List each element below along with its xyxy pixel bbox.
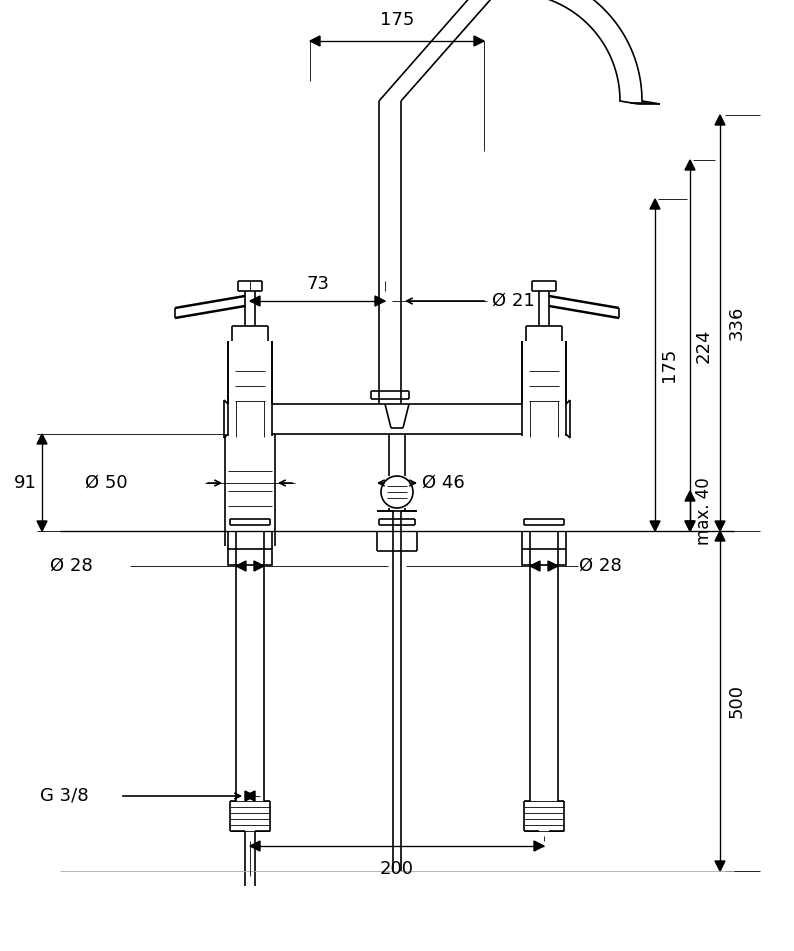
Text: 175: 175 [660, 348, 678, 382]
Polygon shape [474, 36, 484, 46]
Polygon shape [310, 36, 320, 46]
Polygon shape [685, 521, 695, 531]
Polygon shape [245, 791, 255, 801]
Polygon shape [37, 434, 47, 444]
Text: 336: 336 [728, 306, 746, 340]
Polygon shape [250, 296, 260, 306]
Text: 224: 224 [695, 328, 713, 362]
Text: 91: 91 [14, 474, 37, 492]
Polygon shape [715, 531, 725, 541]
Polygon shape [715, 861, 725, 871]
Polygon shape [534, 841, 544, 851]
Bar [228, 549, 272, 565]
Text: max. 40: max. 40 [695, 477, 713, 545]
Polygon shape [37, 521, 47, 531]
Polygon shape [375, 296, 385, 306]
Text: 200: 200 [380, 860, 414, 878]
Polygon shape [685, 491, 695, 501]
Polygon shape [715, 521, 725, 531]
Bar [522, 549, 566, 565]
Text: Ø 28: Ø 28 [50, 557, 93, 575]
Polygon shape [715, 115, 725, 125]
Text: 500: 500 [728, 684, 746, 718]
Polygon shape [245, 791, 255, 801]
Polygon shape [548, 561, 558, 571]
Polygon shape [236, 561, 246, 571]
Polygon shape [250, 841, 260, 851]
Polygon shape [685, 160, 695, 170]
Polygon shape [650, 199, 660, 209]
Text: 73: 73 [306, 275, 329, 293]
Text: Ø 50: Ø 50 [85, 474, 128, 492]
Polygon shape [685, 521, 695, 531]
Text: 175: 175 [380, 11, 414, 29]
Text: G 3/8: G 3/8 [40, 787, 89, 805]
Polygon shape [530, 561, 540, 571]
Text: Ø 46: Ø 46 [422, 474, 464, 492]
Polygon shape [650, 521, 660, 531]
Text: Ø 21: Ø 21 [492, 292, 534, 310]
Polygon shape [254, 561, 264, 571]
Text: Ø 28: Ø 28 [579, 557, 622, 575]
